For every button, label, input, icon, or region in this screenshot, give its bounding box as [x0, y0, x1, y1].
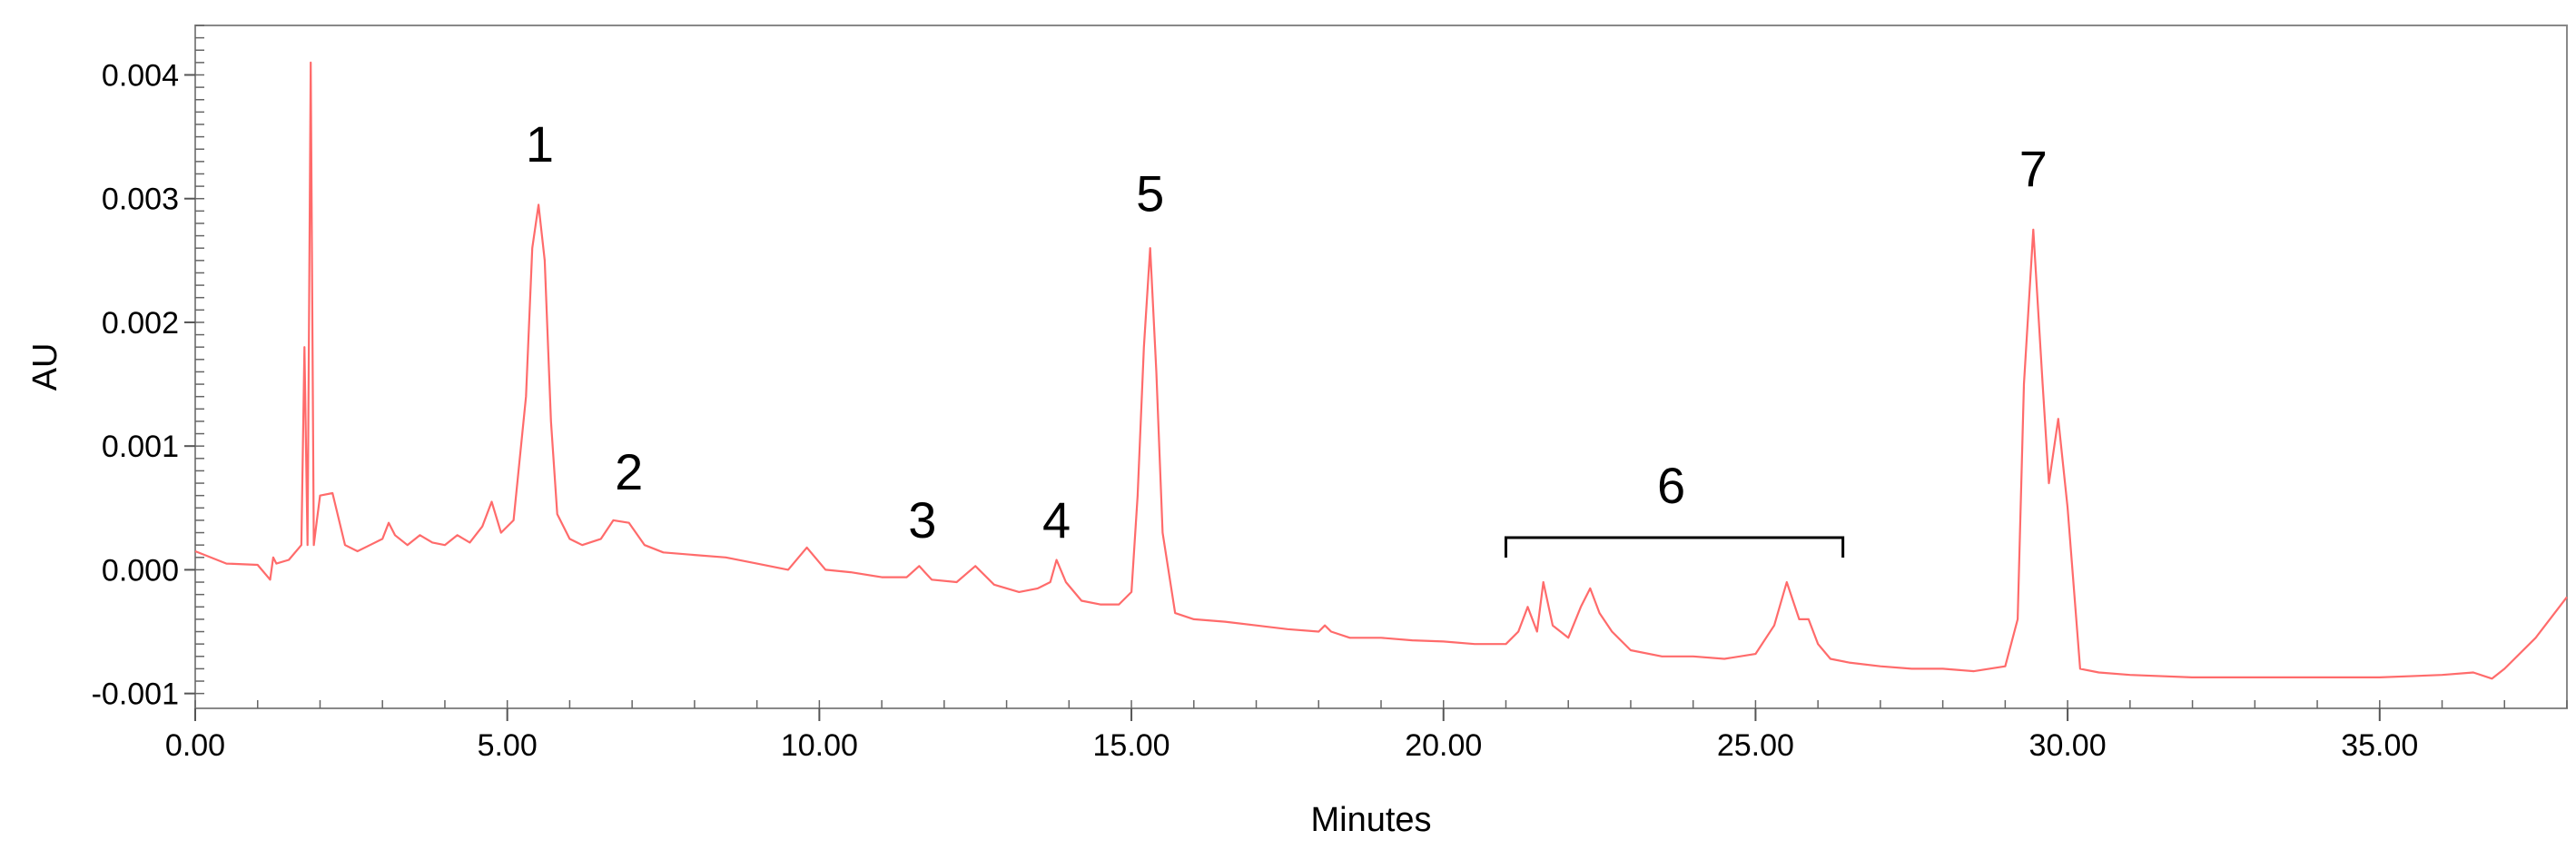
y-tick-label: 0.003 [102, 183, 179, 217]
x-tick-label: 10.00 [781, 728, 858, 763]
peak-label-6: 6 [1657, 457, 1685, 514]
peak-label-2: 2 [615, 443, 643, 500]
x-tick-label: 20.00 [1405, 728, 1482, 763]
y-tick-label: 0.001 [102, 430, 179, 464]
peak-label-4: 4 [1042, 491, 1071, 549]
peak-label-3: 3 [908, 491, 936, 549]
y-tick-label: 0.002 [102, 306, 179, 341]
chromatogram-trace [194, 61, 2568, 680]
x-axis: 0.00 5.00 10.00 15.00 20.00 25.00 30.00 35.00 [165, 700, 2568, 763]
y-tick-label: 0.004 [102, 58, 179, 93]
peak-label-5: 5 [1136, 164, 1164, 222]
x-tick-label: 25.00 [1717, 728, 1794, 763]
x-tick-label: 0.00 [165, 728, 225, 763]
peak-label-7: 7 [2019, 140, 2048, 197]
y-axis-title: AU [26, 343, 64, 391]
x-tick-label: 30.00 [2029, 728, 2107, 763]
x-tick-label: 35.00 [2341, 728, 2418, 763]
x-axis-title: Minutes [1310, 801, 1431, 839]
x-tick-label: 15.00 [1093, 728, 1170, 763]
y-tick-label: -0.001 [92, 677, 179, 712]
peak-labels: 1 2 3 4 5 6 7 [526, 115, 2048, 549]
peak-label-1: 1 [526, 115, 554, 173]
y-axis: -0.001 0.000 0.001 0.002 0.003 0.004 [92, 25, 204, 712]
x-tick-label: 5.00 [478, 728, 538, 763]
y-tick-label: 0.000 [102, 553, 179, 588]
bracket-line [1504, 536, 1845, 558]
peak-group-bracket [1504, 536, 1845, 558]
